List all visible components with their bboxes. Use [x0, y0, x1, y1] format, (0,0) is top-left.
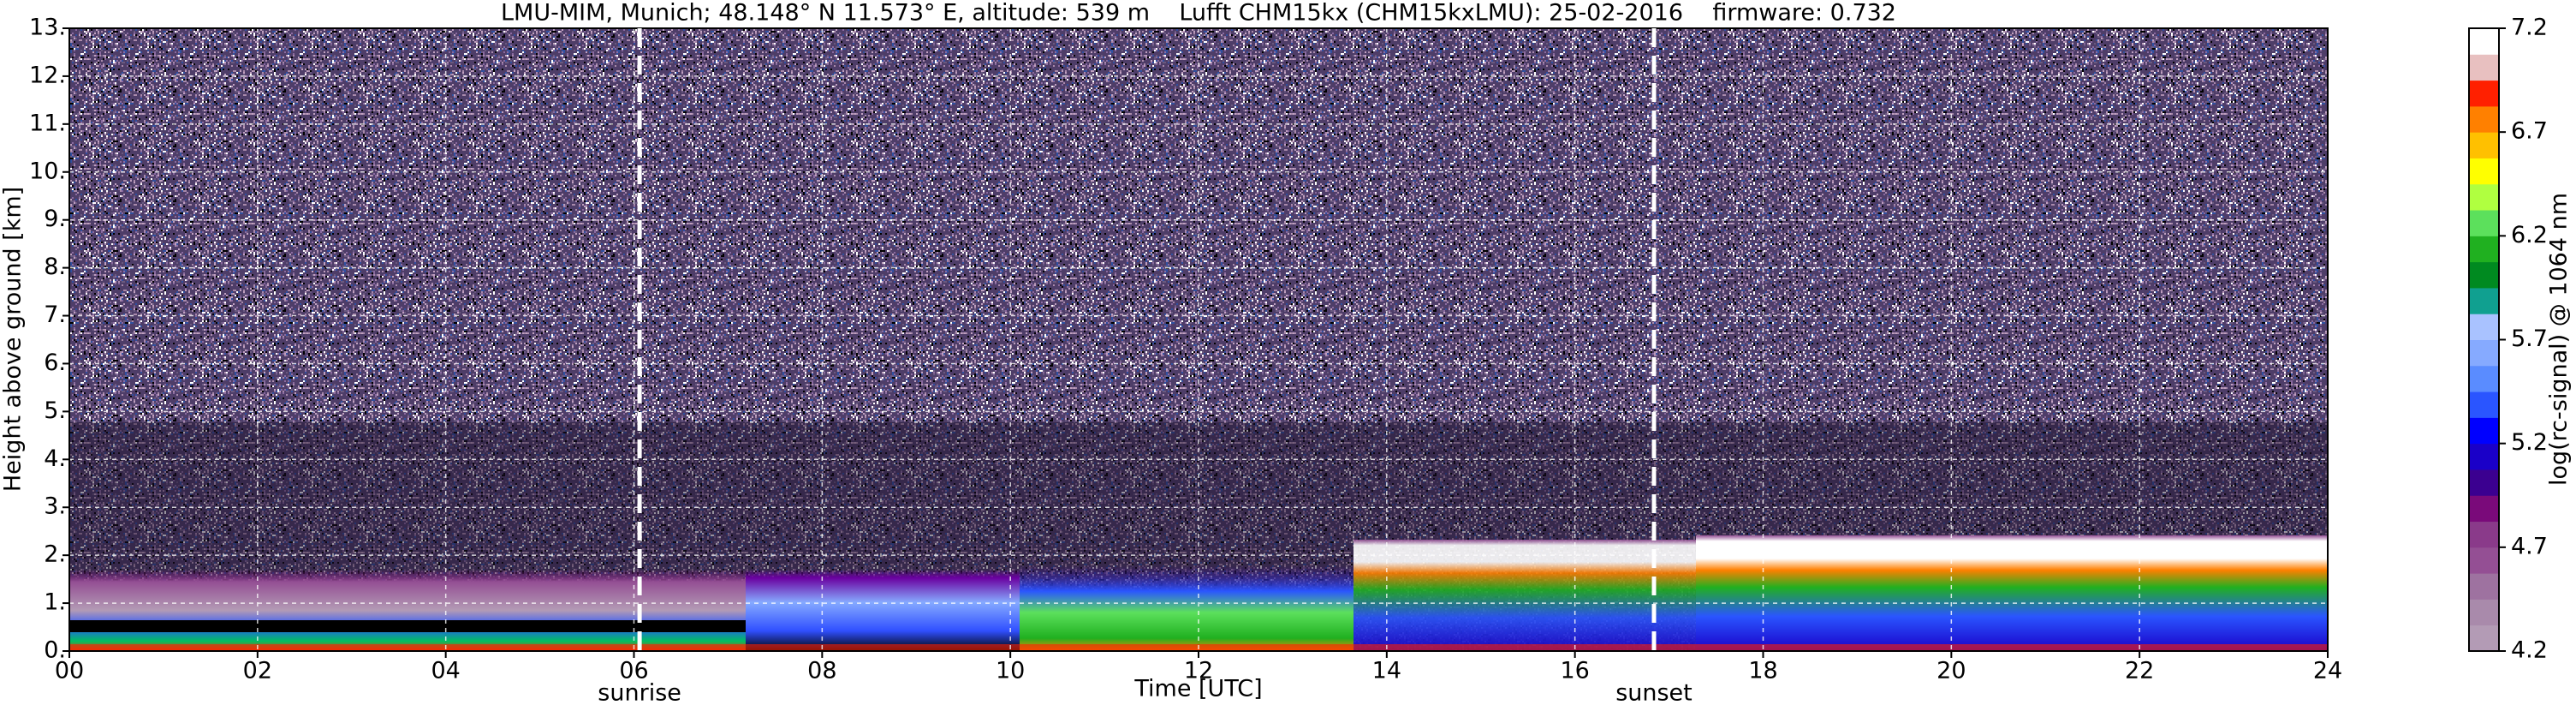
y-tick-label: 1. — [44, 589, 66, 616]
colorbar-tick-label: 4.7 — [2511, 533, 2548, 559]
y-tick-label: 4. — [44, 445, 66, 472]
x-tick-label: 14 — [1372, 658, 1401, 684]
x-tick-label: 16 — [1560, 658, 1589, 684]
colorbar-bin — [2469, 495, 2499, 523]
y-axis-label: Height above ground [km] — [0, 187, 27, 492]
colorbar-tick-label: 5.7 — [2511, 326, 2548, 352]
colorbar-bin — [2469, 573, 2499, 600]
colorbar-tick-label: 4.2 — [2511, 637, 2548, 664]
colorbar-bin — [2469, 521, 2499, 548]
y-tick-label: 12. — [29, 62, 66, 88]
colorbar-bin — [2469, 261, 2499, 289]
x-axis-label: Time [UTC] — [1133, 676, 1262, 702]
x-tick-label: 02 — [243, 658, 272, 684]
colorbar-bin — [2469, 287, 2499, 314]
colorbar-bin — [2469, 28, 2499, 55]
y-tick-label: 11. — [29, 110, 66, 136]
colorbar-tick-label: 6.7 — [2511, 118, 2548, 145]
x-tick-label: 24 — [2313, 658, 2342, 684]
layer — [69, 570, 746, 651]
colorbar-tick-label: 6.2 — [2511, 222, 2548, 248]
x-tick-label: 08 — [807, 658, 836, 684]
y-tick-label: 8. — [44, 254, 66, 280]
layer — [1696, 535, 2328, 651]
colorbar-bin — [2469, 469, 2499, 496]
colorbar-bin — [2469, 80, 2499, 107]
colorbar-bin — [2469, 314, 2499, 340]
x-tick-label: 06 — [619, 658, 648, 684]
y-tick-label: 2. — [44, 541, 66, 568]
layer — [1353, 540, 1696, 651]
colorbar-bin — [2469, 599, 2499, 626]
chart-title: LMU-MIM, Munich; 48.148° N 11.573° E, al… — [501, 0, 1896, 27]
y-tick-label: 7. — [44, 302, 66, 328]
y-tick-label: 13. — [29, 15, 66, 41]
y-tick-label: 9. — [44, 206, 66, 232]
colorbar-bin — [2469, 339, 2499, 367]
layer — [69, 620, 746, 632]
x-tick-label: 12 — [1184, 658, 1213, 684]
x-tick-label: 04 — [431, 658, 460, 684]
layer — [746, 570, 1020, 651]
y-tick-label: 5. — [44, 397, 66, 424]
y-tick-label: 3. — [44, 493, 66, 520]
colorbar-bin — [2469, 624, 2499, 652]
colorbar-bin — [2469, 158, 2499, 185]
y-tick-label: 10. — [29, 158, 66, 184]
colorbar-tick-label: 5.2 — [2511, 429, 2548, 456]
plot-frame — [68, 27, 2329, 652]
x-tick-label: 18 — [1748, 658, 1777, 684]
colorbar-bin — [2469, 210, 2499, 236]
x-tick-label: 22 — [2125, 658, 2154, 684]
colorbar-bin — [2469, 105, 2499, 133]
axes: 00 02 04 06 08 10 12 14 16 18 20 22 24 0. 1. 2. 3. 4. 5. 6.… — [29, 15, 2548, 707]
colorbar-bin — [2469, 183, 2499, 211]
annotation-label: sunrise — [598, 680, 681, 707]
colorbar-bin — [2469, 547, 2499, 574]
colorbar-bin — [2469, 443, 2499, 470]
x-tick-label: 00 — [55, 658, 84, 684]
x-tick-label: 20 — [1936, 658, 1966, 684]
y-tick-label: 6. — [44, 350, 66, 376]
annotation-label: sunset — [1615, 680, 1693, 707]
colorbar-bin — [2469, 236, 2499, 263]
colorbar-bin — [2469, 365, 2499, 392]
colorbar-bin — [2469, 417, 2499, 445]
colorbar-bin — [2469, 391, 2499, 418]
colorbar-bin — [2469, 54, 2499, 81]
colorbar-label: log(rc-signal) @ 1064 nm — [2546, 193, 2573, 486]
x-tick-label: 10 — [996, 658, 1025, 684]
colorbar-tick-label: 7.2 — [2511, 15, 2548, 41]
y-tick-label: 0. — [44, 637, 66, 664]
colorbar-bin — [2469, 132, 2499, 158]
layer — [1020, 565, 1353, 651]
